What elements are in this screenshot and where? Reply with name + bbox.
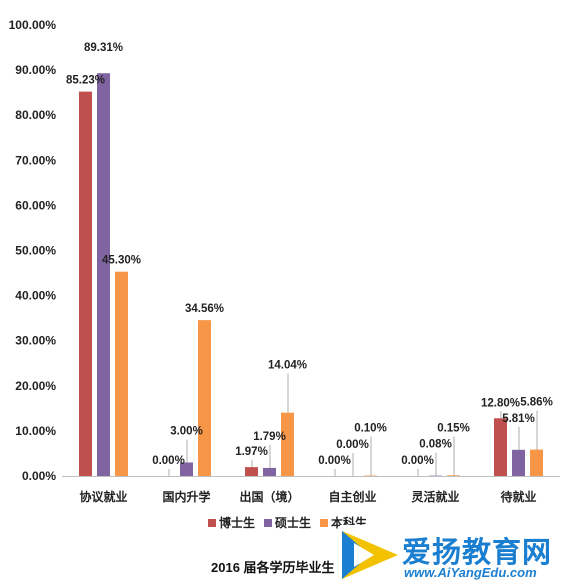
logo-icon [342,531,398,579]
watermark-url: www.AiYangEdu.com [404,565,537,580]
category-label: 自主创业 [328,489,376,504]
data-label: 45.30% [102,255,141,267]
data-labels: 85.23% 89.31% 45.30% 0.00% 3.00% 34.56% 1.97% 1… [66,42,553,476]
bar [180,462,193,476]
y-tick-label: 70.00% [15,153,56,167]
bar [447,475,460,476]
data-label: 89.31% [84,42,123,54]
category-label: 待就业 [500,489,536,504]
data-label: 5.81% [502,413,535,425]
y-tick-label: 90.00% [15,63,56,77]
x-axis: 协议就业 国内升学 出国（境） 自主创业 灵活就业 待就业 [62,476,560,504]
bar [494,418,507,476]
data-label: 0.10% [354,423,387,435]
data-label: 0.15% [437,422,470,434]
data-label: 14.04% [268,360,307,372]
chart-title: 2016 届各学历毕业生 [211,560,335,575]
y-tick-label: 60.00% [15,198,56,212]
data-label: 12.80% [481,397,520,409]
data-label: 3.00% [170,425,203,437]
data-label: 34.56% [185,303,224,315]
bar [198,320,211,476]
bar [263,467,276,476]
y-tick-label: 10.00% [15,424,56,438]
watermark: 爱扬教育网 www.AiYangEdu.com [340,525,572,585]
data-label: 1.97% [235,446,268,458]
bar [115,271,128,476]
legend: 博士生 硕士生 本科生 [208,515,367,530]
bar [97,73,110,476]
data-label: 5.86% [520,397,553,409]
bar [79,91,92,476]
category-label: 出国（境） [239,489,299,504]
y-tick-label: 80.00% [15,108,56,122]
data-label: 0.08% [419,439,452,451]
data-label: 0.00% [401,455,434,467]
data-label: 0.00% [336,439,369,451]
y-tick-label: 20.00% [15,379,56,393]
y-axis: 0.00% 10.00% 20.00% 30.00% 40.00% 50.00% 60.00… [9,18,57,483]
watermark-title: 爱扬教育网 [402,537,553,569]
y-tick-label: 40.00% [15,289,56,303]
legend-swatch [208,519,216,527]
category-label: 国内升学 [162,489,210,504]
legend-swatch [320,519,328,527]
y-tick-label: 100.00% [9,18,57,32]
legend-label: 硕士生 [275,515,311,530]
y-tick-label: 30.00% [15,334,56,348]
data-label: 0.00% [318,455,351,467]
data-label: 85.23% [66,75,105,87]
legend-swatch [264,519,272,527]
legend-label: 博士生 [219,515,255,530]
data-label: 1.79% [253,431,286,443]
bar [245,467,258,476]
data-label: 0.00% [152,455,185,467]
bar [530,449,543,476]
y-tick-label: 0.00% [22,469,56,483]
y-tick-label: 50.00% [15,244,56,258]
bar [281,412,294,476]
category-label: 灵活就业 [411,489,459,504]
category-label: 协议就业 [79,489,127,504]
bar [512,449,525,476]
bars [79,73,543,476]
